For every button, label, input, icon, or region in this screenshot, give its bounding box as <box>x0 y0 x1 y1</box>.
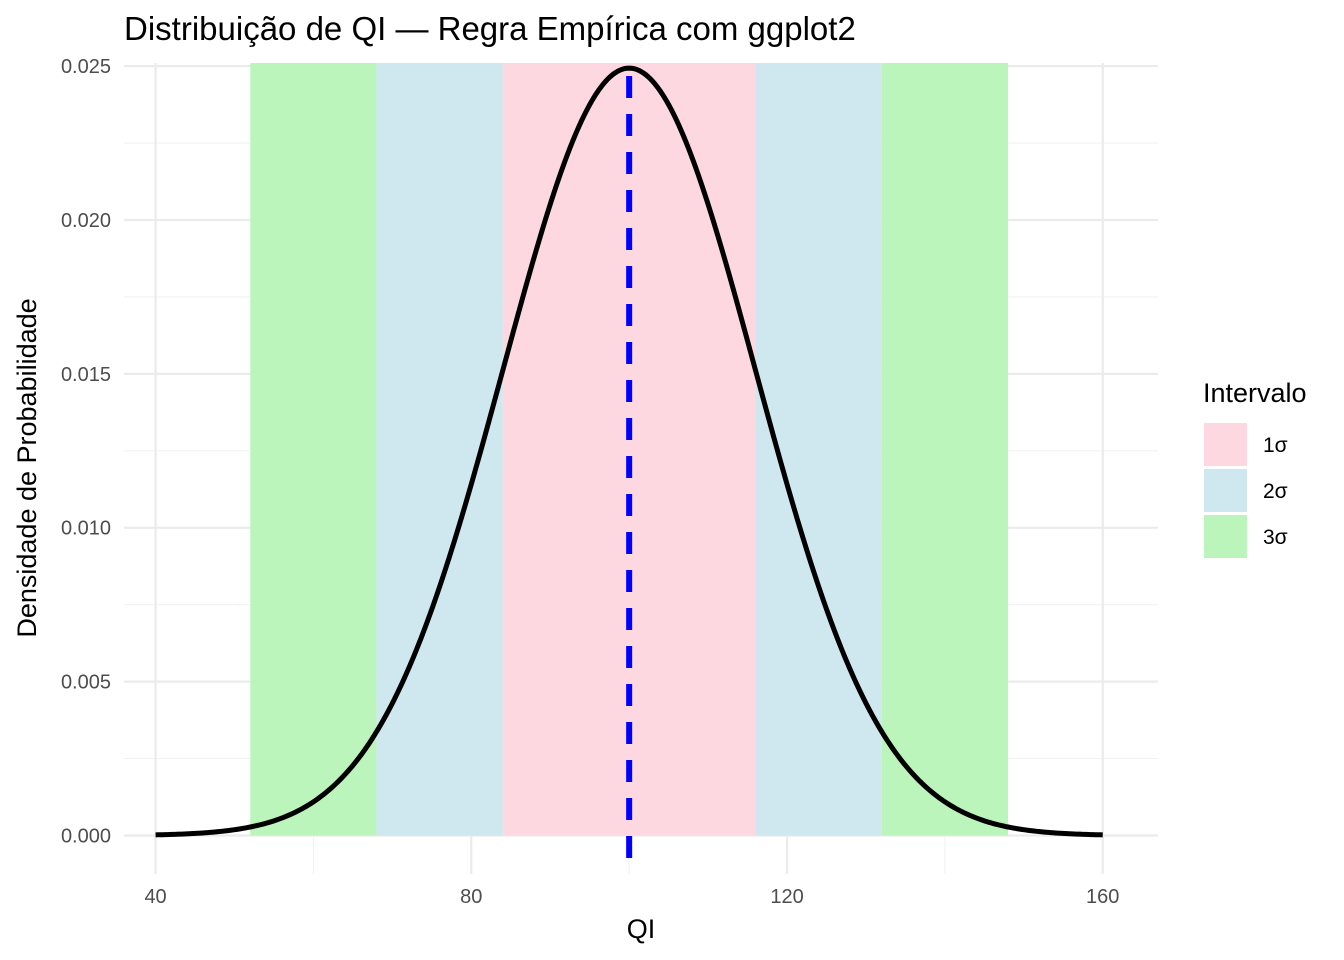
x-axis-ticks: 40 80 120 160 <box>144 886 1119 908</box>
interval-bands <box>250 63 1009 836</box>
x-axis-title: QI <box>627 914 656 944</box>
x-tick-label: 40 <box>144 886 166 908</box>
y-tick-label: 0.015 <box>61 364 111 386</box>
chart-title: Distribuição de QI — Regra Empírica com … <box>124 10 856 47</box>
legend-items: 1σ 2σ 3σ <box>1204 423 1288 558</box>
x-tick-label: 160 <box>1086 886 1119 908</box>
y-axis-ticks: 0.000 0.005 0.010 0.015 0.020 0.025 <box>61 56 111 847</box>
x-tick-label: 120 <box>770 886 803 908</box>
x-tick-label: 80 <box>460 886 482 908</box>
y-tick-label: 0.020 <box>61 210 111 232</box>
band-2sigma <box>376 63 503 836</box>
curve-layer <box>155 65 1103 838</box>
legend-title: Intervalo <box>1203 378 1307 408</box>
legend-label: 1σ <box>1263 434 1288 457</box>
legend-swatch <box>1204 469 1247 512</box>
y-tick-label: 0.025 <box>61 56 111 78</box>
band-3sigma <box>250 63 377 836</box>
legend-swatch <box>1204 423 1247 466</box>
y-tick-label: 0.005 <box>61 672 111 694</box>
band-3sigma <box>881 63 1009 836</box>
y-tick-label: 0.010 <box>61 518 111 540</box>
legend: Intervalo 1σ 2σ 3σ <box>1203 378 1307 558</box>
density-curve <box>155 65 1103 838</box>
legend-label: 2σ <box>1263 480 1288 503</box>
legend-label: 3σ <box>1263 526 1288 549</box>
y-axis-title: Densidade de Probabilidade <box>12 298 42 637</box>
band-2sigma <box>755 63 882 836</box>
legend-swatch <box>1204 515 1247 558</box>
band-1sigma <box>502 63 756 836</box>
y-tick-label: 0.000 <box>61 826 111 848</box>
